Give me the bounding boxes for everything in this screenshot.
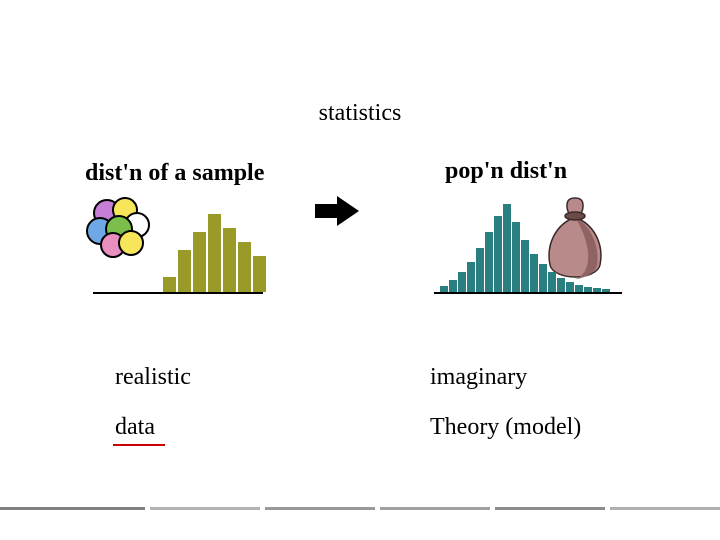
- arrow-icon: [315, 196, 359, 231]
- balls-icon: [85, 195, 160, 270]
- sample-chart: [85, 195, 270, 300]
- heading-sample: dist'n of a sample: [85, 160, 264, 187]
- popn-chart: [430, 195, 625, 300]
- label-imaginary: imaginary: [430, 364, 527, 391]
- sample-baseline: [93, 292, 263, 294]
- sample-bars: [163, 214, 268, 292]
- label-data: data: [115, 414, 155, 441]
- heading-popn: pop'n dist'n: [445, 158, 567, 185]
- popn-bars: [440, 204, 611, 292]
- popn-baseline: [434, 292, 622, 294]
- page-title: statistics: [0, 100, 720, 127]
- label-theory: Theory (model): [430, 414, 581, 441]
- data-underline: [113, 444, 165, 446]
- label-realistic: realistic: [115, 364, 191, 391]
